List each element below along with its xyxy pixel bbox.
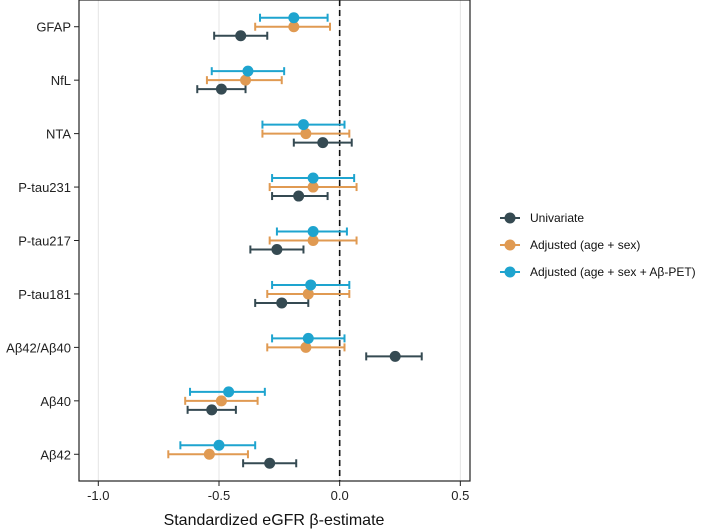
mark-2-1 [210,65,286,77]
estimate-point [300,128,312,140]
y-axis: GFAP NfL NTA P-tau231 P-tau217 P-tau181 Aβ42/A… [6,20,79,462]
mark-0-4 [249,244,305,255]
estimate-point [305,279,317,291]
mark-0-0 [213,30,269,42]
legend-key-point [504,239,516,251]
mark-2-2 [261,119,346,131]
y-tick-label-8: Aβ42 [40,447,71,462]
estimate-point [293,190,305,202]
legend-key-point [504,266,516,278]
mark-2-5 [271,279,351,291]
estimate-point [317,137,329,149]
estimate-point [223,386,235,398]
estimate-point [297,119,309,131]
x-axis: -1.0 -0.5 0.0 0.5 [87,481,469,503]
estimate-point [235,30,247,42]
x-tick-label-0: -1.0 [87,488,109,503]
mark-0-7 [186,404,237,416]
mark-2-7 [189,386,266,398]
estimate-point [302,332,314,344]
estimate-point [302,288,314,300]
y-tick-label-7: Aβ40 [40,394,71,409]
y-tick-label-0: GFAP [36,20,71,35]
estimate-point [288,21,300,33]
estimate-point [307,235,319,246]
mark-1-2 [261,128,351,140]
estimate-point [213,439,225,451]
estimate-point [307,181,319,193]
mark-1-7 [184,395,259,407]
legend-label-1: Adjusted (age + sex) [530,238,640,252]
mark-0-8 [242,457,298,469]
y-tick-label-4: P-tau217 [18,234,71,249]
y-tick-label-1: NfL [51,73,71,88]
mark-2-3 [271,172,356,184]
legend-label-0: Univariate [530,211,584,225]
estimate-point [240,74,252,86]
legend-item-0: Univariate [500,211,584,225]
estimate-point [203,448,215,460]
estimate-point [242,65,254,77]
mark-1-6 [266,341,346,353]
estimate-point [215,395,227,407]
estimate-point [307,226,319,237]
mark-0-5 [254,297,310,309]
estimate-point [264,457,276,469]
y-tick-label-6: Aβ42/Aβ40 [6,340,71,355]
mark-1-4 [268,235,358,246]
estimate-point [288,12,300,24]
mark-0-3 [271,190,329,202]
legend-label-2: Adjusted (age + sex + Aβ-PET) [530,265,696,279]
mark-1-8 [167,448,249,460]
x-tick-label-1: -0.5 [208,488,230,503]
estimate-point [389,350,401,362]
x-axis-title: Standardized eGFR β-estimate [164,512,385,529]
x-tick-label-3: 0.5 [451,488,469,503]
mark-2-0 [259,12,329,24]
legend-item-1: Adjusted (age + sex) [500,238,640,252]
estimate-point [276,297,288,309]
mark-0-2 [292,137,353,149]
y-tick-label-2: NTA [46,127,71,142]
mark-1-0 [254,21,332,33]
x-tick-label-2: 0.0 [331,488,349,503]
data-marks [167,12,423,469]
mark-2-8 [179,439,257,451]
mark-0-6 [365,350,423,362]
estimate-point [300,341,312,353]
y-tick-label-3: P-tau231 [18,180,71,195]
mark-1-5 [266,288,351,300]
mark-2-6 [271,332,346,344]
estimate-point [271,244,283,255]
estimate-point [206,404,218,416]
estimate-point [215,83,227,95]
mark-1-3 [268,181,358,193]
mark-2-4 [275,226,348,237]
legend-item-2: Adjusted (age + sex + Aβ-PET) [500,265,696,279]
estimate-point [307,172,319,184]
legend-key-point [504,212,516,224]
mark-1-1 [205,74,283,86]
mark-0-1 [196,83,247,95]
legend: Univariate Adjusted (age + sex) Adjusted (… [500,211,696,279]
y-tick-label-5: P-tau181 [18,287,71,302]
